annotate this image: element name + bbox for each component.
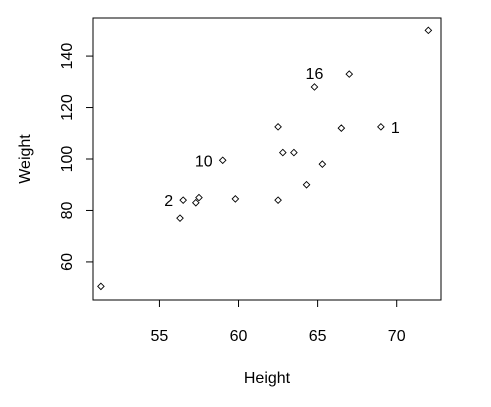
data-point [191,198,200,207]
point-labels: 1 2 10 16 [164,66,400,210]
data-point [176,214,184,223]
data-point [195,193,203,202]
y-tick-label: 60 [59,253,76,271]
x-tick-label: 70 [388,328,406,345]
data-point [345,70,354,78]
data-point [218,156,227,165]
y-tick-label: 100 [59,146,76,173]
data-point [231,195,240,203]
data-points [97,26,433,291]
point-label: 1 [391,120,400,137]
data-point [179,196,188,205]
y-axis-label: Weight [17,134,34,184]
data-point [377,123,385,131]
y-tick-label: 120 [59,94,76,121]
x-axis-label: Height [244,370,291,387]
x-tick-label: 60 [230,328,248,345]
data-point [318,160,327,168]
x-tick-label: 55 [151,328,169,345]
data-point [337,124,346,132]
point-label: 10 [195,153,213,170]
point-label: 2 [164,193,173,210]
data-point [290,148,298,157]
y-tick-label: 80 [59,201,76,219]
x-tick-label: 65 [309,328,327,345]
data-point [274,123,282,131]
data-point [302,180,311,189]
data-point [278,148,287,157]
data-point [97,282,105,291]
y-tick-label: 140 [59,43,76,70]
data-point [424,26,433,35]
data-point [310,83,319,91]
y-axis: 60 80 100 120 140 [59,43,93,271]
data-point [274,196,282,205]
x-axis: 55 60 65 70 [151,300,406,345]
point-label: 16 [306,66,324,83]
plot-frame [92,17,442,301]
